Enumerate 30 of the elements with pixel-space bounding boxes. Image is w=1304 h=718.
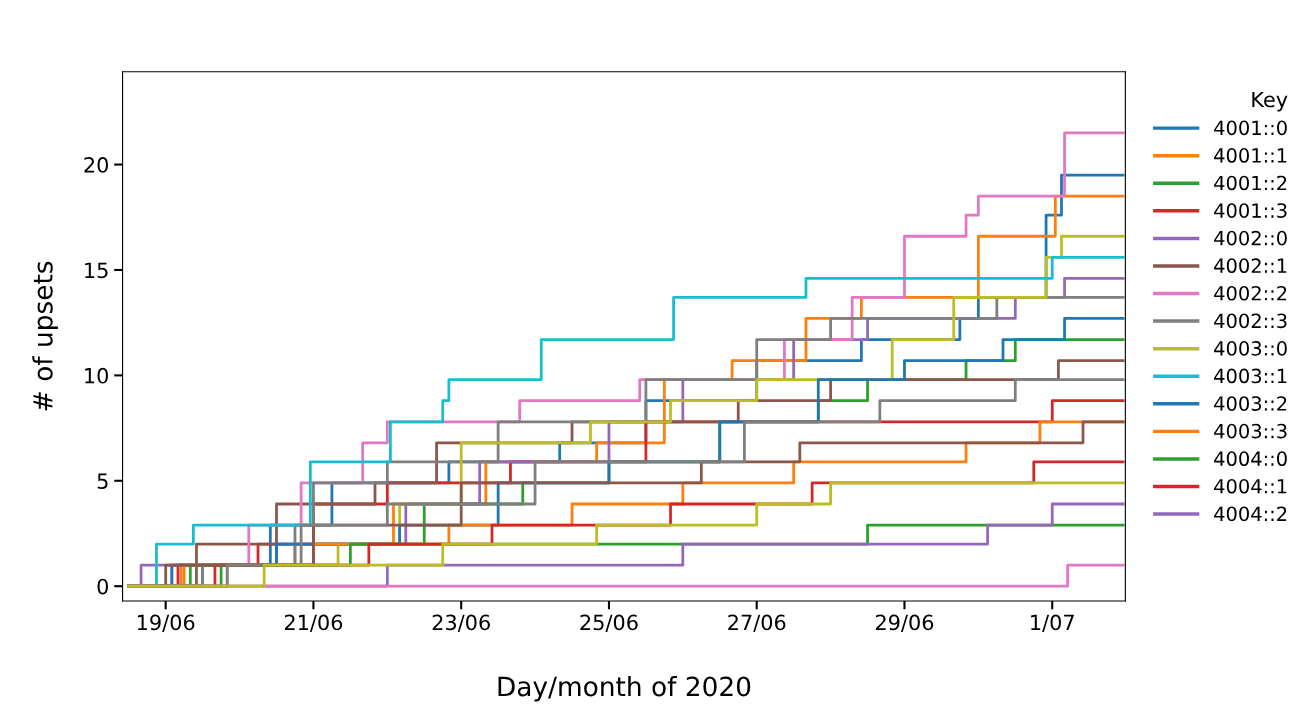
legend-label: 4001::3 xyxy=(1214,203,1287,218)
y-tick-label: 0 xyxy=(97,578,108,595)
x-tick-label: 21/06 xyxy=(284,614,343,632)
x-tick-label: 25/06 xyxy=(580,614,638,632)
legend-label: 4001::2 xyxy=(1214,175,1287,191)
legend-label: 4004::0 xyxy=(1214,451,1287,467)
legend-label: 4002::3 xyxy=(1214,313,1287,329)
legend-label: 4002::0 xyxy=(1214,230,1287,246)
x-axis-title: Day/month of 2020 xyxy=(498,675,751,702)
legend-label: 4001::1 xyxy=(1214,148,1287,163)
legend-label: 4001::0 xyxy=(1214,120,1287,136)
legend-label: 4003::3 xyxy=(1214,423,1287,439)
legend-label: 4002::1 xyxy=(1214,258,1287,274)
x-tick-label: 29/06 xyxy=(875,614,934,632)
x-tick-label: 23/06 xyxy=(432,614,490,632)
x-tick-label: 19/06 xyxy=(137,614,195,632)
legend-title: Key xyxy=(1252,91,1288,112)
y-axis-title: # of upsets xyxy=(32,261,58,411)
y-tick-label: 15 xyxy=(85,262,108,279)
legend-label: 4003::2 xyxy=(1214,396,1287,411)
x-tick-label: 1/07 xyxy=(1031,614,1074,632)
y-tick-label: 20 xyxy=(84,157,108,173)
legend-label: 4004::1 xyxy=(1214,478,1287,494)
x-tick-label: 27/06 xyxy=(728,614,786,632)
legend-label: 4004::2 xyxy=(1214,506,1287,522)
legend-label: 4003::0 xyxy=(1214,341,1287,356)
legend-label: 4002::2 xyxy=(1214,285,1287,301)
y-tick-label: 5 xyxy=(97,473,108,490)
legend-label: 4003::1 xyxy=(1214,368,1287,384)
y-tick-label: 10 xyxy=(85,367,108,384)
